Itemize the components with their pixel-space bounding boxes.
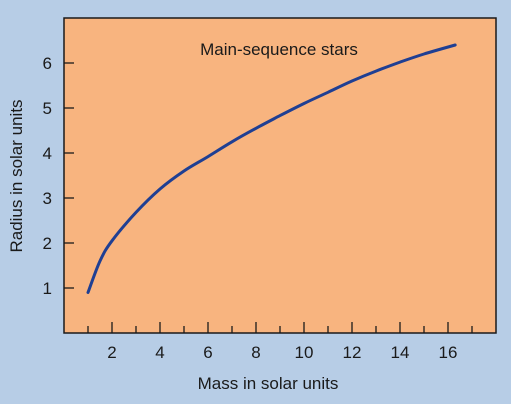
y-tick-label: 2 [43, 234, 52, 253]
y-axis-label: Radius in solar units [7, 99, 26, 252]
y-axis-ticks: 1 2 3 4 5 6 [43, 54, 74, 298]
x-tick-label: 6 [203, 343, 212, 362]
y-tick-label: 3 [43, 189, 52, 208]
y-tick-label: 6 [43, 54, 52, 73]
plot-area [63, 17, 497, 334]
x-axis-label: Mass in solar units [198, 374, 339, 393]
y-tick-label: 4 [43, 144, 52, 163]
x-tick-label: 12 [343, 343, 362, 362]
x-axis-ticks: 2 4 6 8 10 12 14 16 [87, 322, 473, 362]
series-line [86, 43, 457, 294]
x-tick-label: 2 [107, 343, 116, 362]
x-tick-label: 14 [391, 343, 410, 362]
x-tick-label: 16 [439, 343, 458, 362]
x-tick-label: 8 [251, 343, 260, 362]
y-tick-label: 1 [43, 279, 52, 298]
y-tick-label: 5 [43, 99, 52, 118]
x-tick-label: 4 [155, 343, 164, 362]
x-tick-label: 10 [295, 343, 314, 362]
chart-title: Main-sequence stars [200, 40, 358, 59]
